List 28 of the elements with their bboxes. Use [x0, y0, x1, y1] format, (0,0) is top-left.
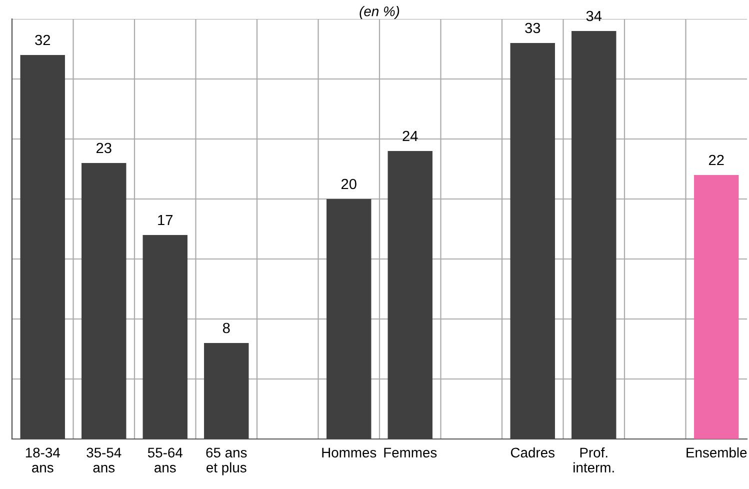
data-label: 34 — [586, 10, 602, 22]
data-label: 23 — [96, 142, 112, 154]
data-label: 8 — [222, 322, 230, 334]
x-tick-label: 55-64 ans — [148, 448, 182, 472]
chart-title: (en %) — [360, 6, 400, 19]
x-tick-label: Hommes — [322, 448, 376, 458]
x-tick-label: 35-54 ans — [86, 448, 122, 472]
x-tick-label: 65 ans et plus — [206, 448, 247, 476]
data-label: 33 — [525, 22, 540, 34]
data-label: 32 — [35, 34, 50, 46]
bar — [20, 55, 65, 439]
x-tick-label: Ensemble — [686, 447, 747, 458]
data-label: 22 — [709, 154, 724, 166]
bar — [388, 151, 432, 439]
data-label: 24 — [402, 130, 418, 142]
x-tick-label: Cadres — [510, 447, 555, 458]
bar — [82, 163, 126, 439]
data-label: 17 — [158, 214, 173, 226]
x-tick-label: 18-34 ans — [26, 448, 60, 472]
bar — [572, 31, 616, 439]
data-label: 20 — [342, 178, 356, 190]
x-tick-label: Femmes — [384, 448, 437, 458]
bar — [510, 43, 555, 439]
bar — [204, 343, 249, 439]
x-tick-label: Prof. interm. — [574, 447, 614, 472]
bar — [694, 175, 739, 439]
bar — [326, 199, 372, 439]
bar — [142, 235, 188, 439]
